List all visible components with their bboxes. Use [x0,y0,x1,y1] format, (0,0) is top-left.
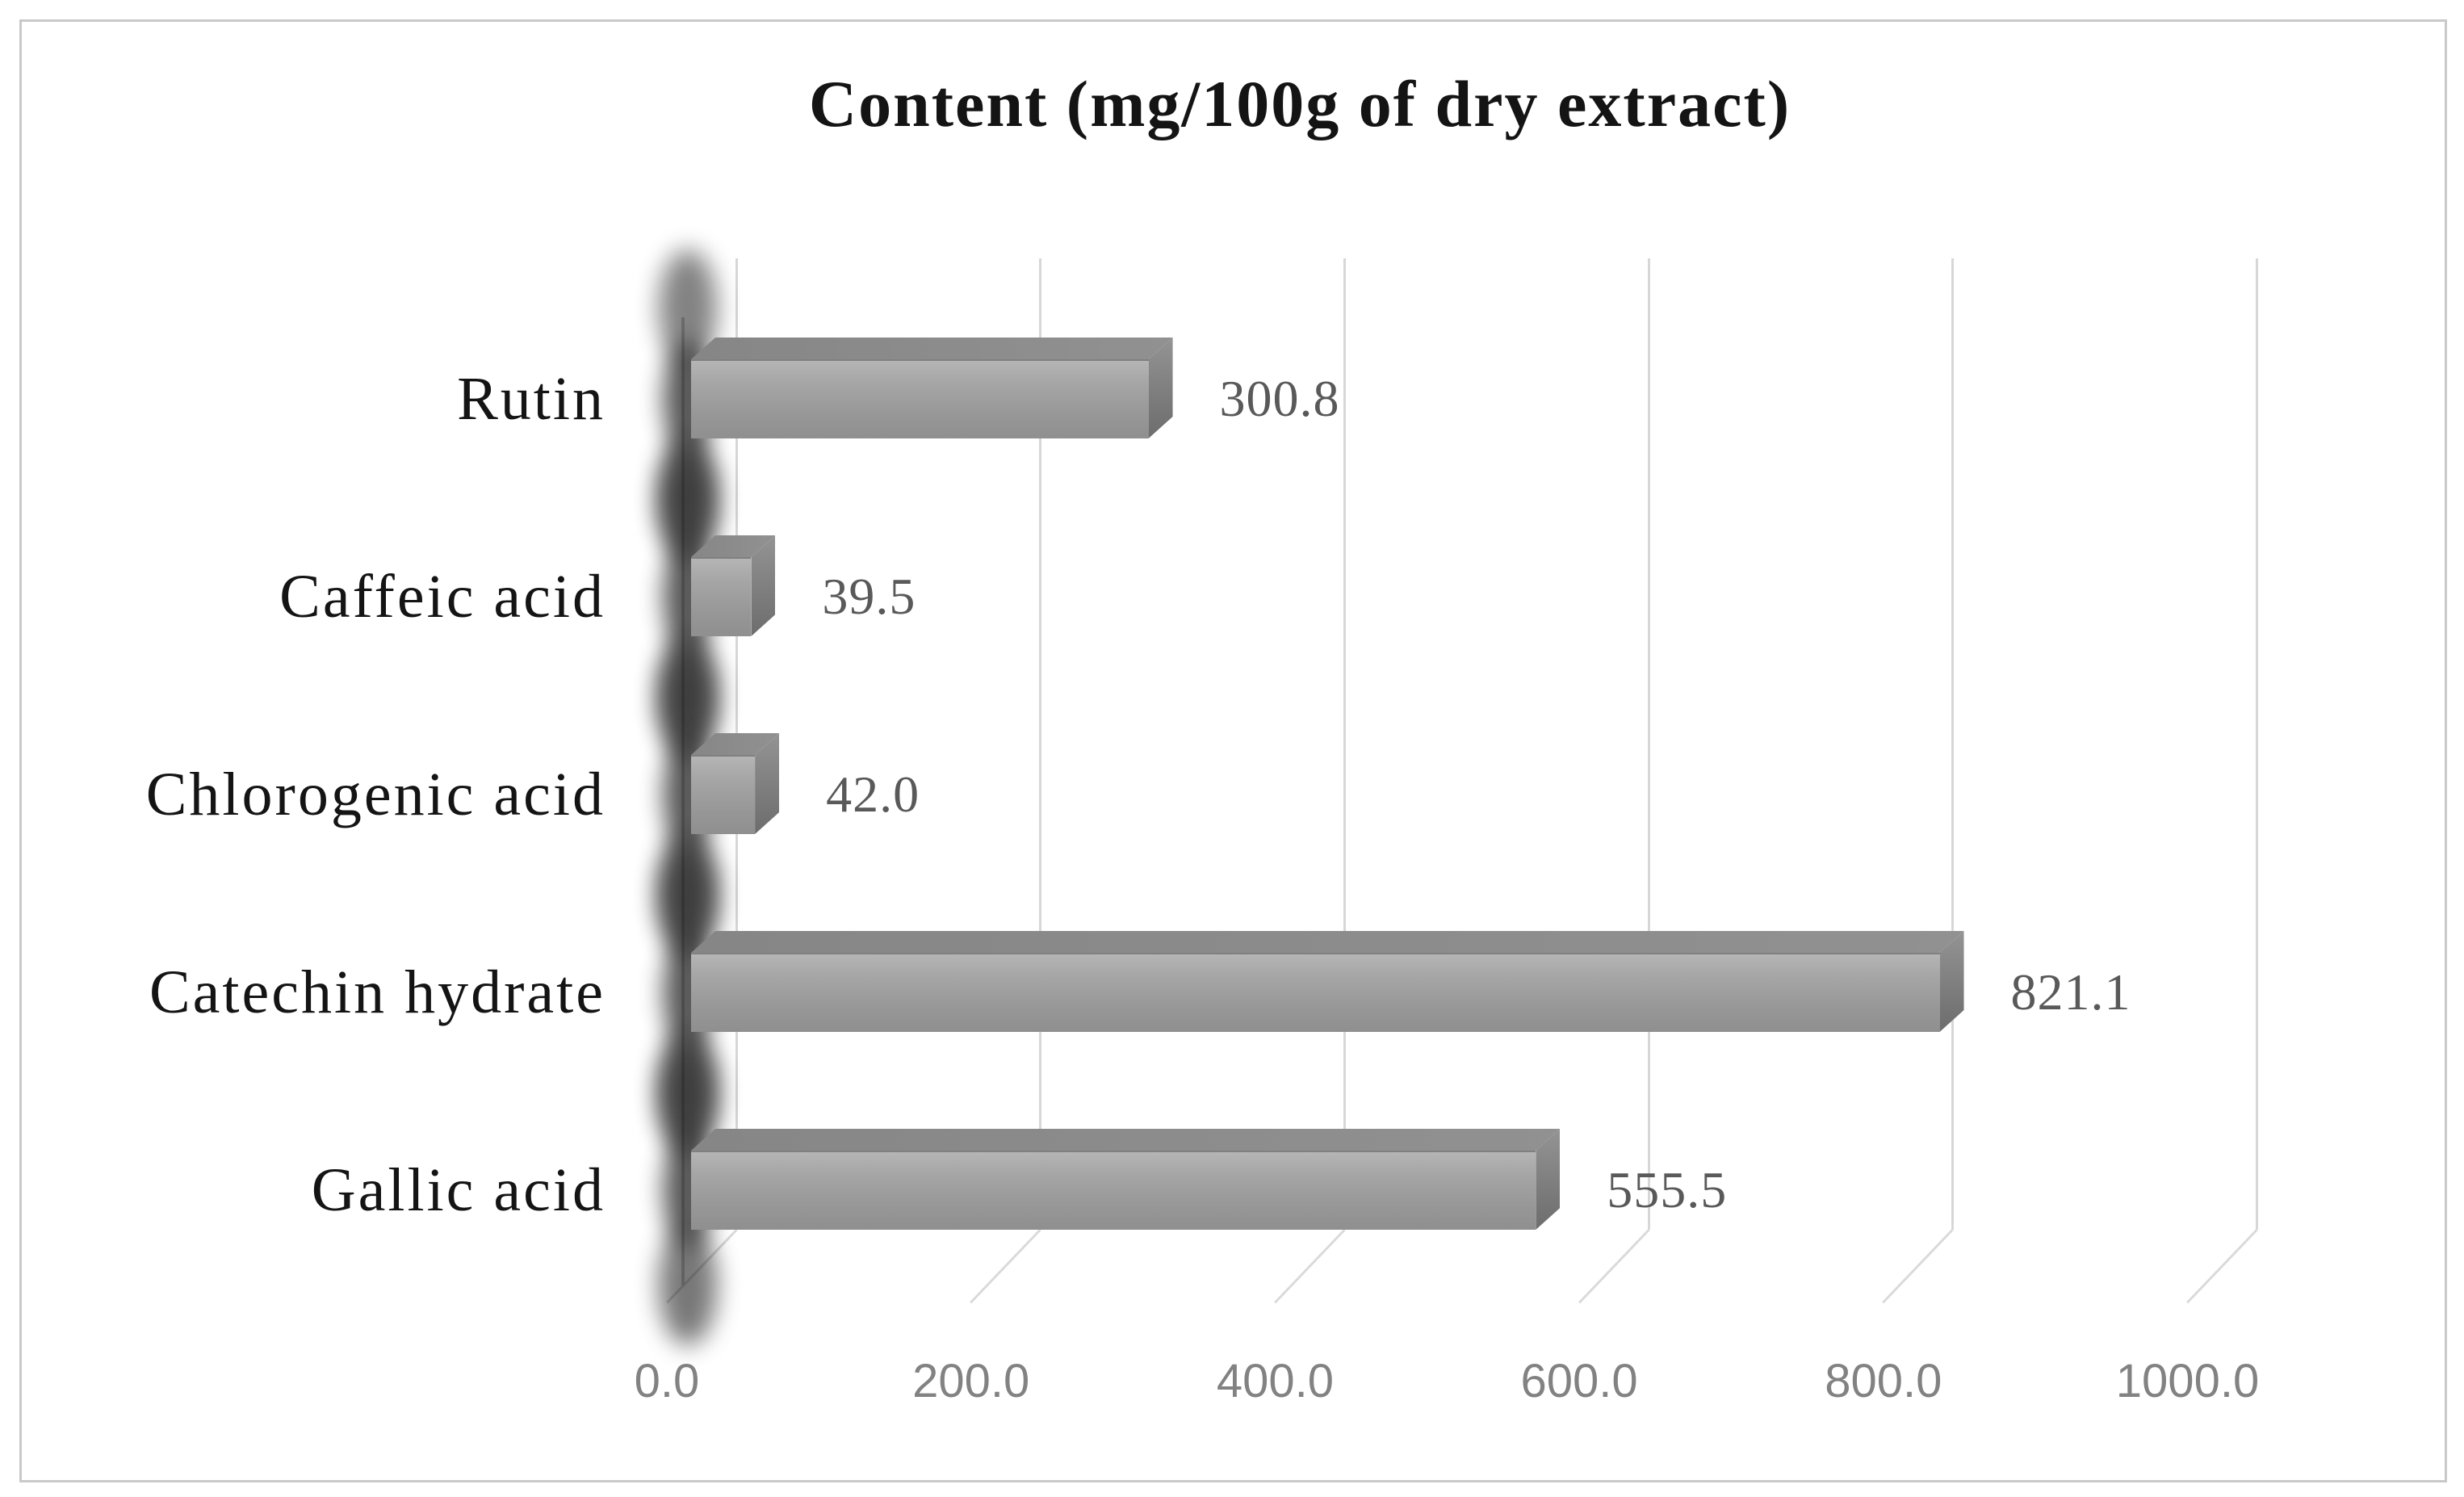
bar [691,557,752,636]
x-tick-label: 600.0 [1520,1355,1638,1407]
bar [691,953,1940,1032]
gridline [1951,258,1955,1230]
bar-top-face [691,931,1964,953]
category-label: Gallic acid [311,1156,606,1224]
x-tick-label: 1000.0 [2115,1355,2260,1407]
value-label: 555.5 [1607,1161,1728,1218]
bar-shadow-blur [659,828,717,950]
bar-shadow-blur [659,433,717,554]
x-tick-label: 0.0 [634,1355,700,1407]
bar-shadow-blur [659,631,717,752]
bar [691,755,756,834]
value-label: 821.1 [2010,963,2131,1021]
x-tick-label: 400.0 [1216,1355,1334,1407]
value-label: 300.8 [1219,370,1340,427]
value-label: 42.0 [826,765,920,823]
gridline [1039,258,1042,1230]
bar-shadow-blur [659,1224,717,1345]
gridline [1343,258,1346,1230]
gridline [1647,258,1650,1230]
bar-shadow-blur [659,1026,717,1147]
category-label: Caffeic acid [279,563,606,631]
gridline [2256,258,2258,1230]
bar-top-face [691,338,1173,359]
category-label: Catechin hydrate [149,958,606,1026]
category-label: Rutin [457,365,606,433]
bar-top-face [691,1129,1560,1151]
category-label: Chlorogenic acid [145,761,606,828]
bar [691,1151,1536,1230]
x-tick-label: 800.0 [1825,1355,1942,1407]
value-label: 39.5 [822,568,916,625]
chart-title: Content (mg/100g of dry extract) [808,67,1791,140]
bar [691,359,1149,438]
x-tick-label: 200.0 [912,1355,1030,1407]
figure-border [19,19,2447,1482]
